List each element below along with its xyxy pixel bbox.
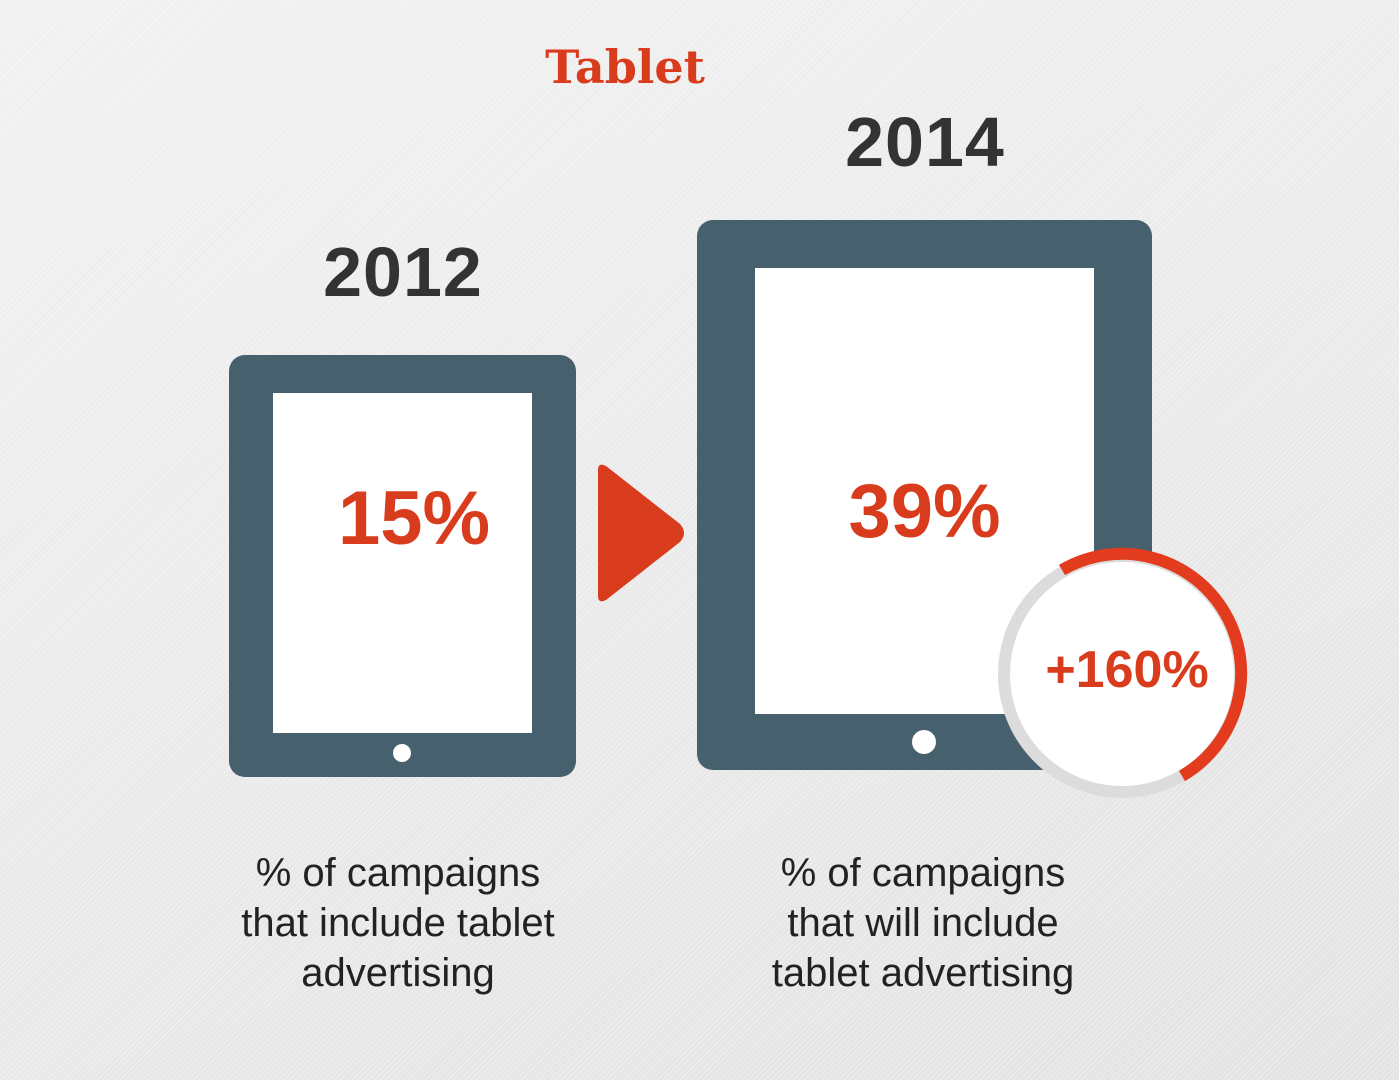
description-2012-line: that include tablet xyxy=(241,901,555,945)
percent-2012-value: 15% xyxy=(337,476,491,561)
tablet-2012-home-button xyxy=(393,744,411,762)
percent-2014-value: 39% xyxy=(848,469,1001,554)
growth-badge-ring xyxy=(998,547,1248,798)
arrow-right-icon xyxy=(598,464,684,602)
year-2012-label: 2012 xyxy=(323,233,483,311)
tablet-2012-icon xyxy=(229,355,576,777)
description-2012-line: % of campaigns xyxy=(255,851,541,895)
description-2014-line: that will include xyxy=(787,901,1059,945)
description-2014-line: tablet advertising xyxy=(771,951,1075,995)
description-2012-line: advertising xyxy=(301,951,495,995)
growth-badge-value: +160% xyxy=(1045,641,1209,699)
description-2014: % of campaigns that will include tablet … xyxy=(708,848,1138,998)
tablet-2012-screen xyxy=(273,393,532,733)
year-2014-label: 2014 xyxy=(845,103,1005,181)
tablet-2014-icon xyxy=(697,220,1152,770)
description-2014-line: % of campaigns xyxy=(780,851,1066,895)
tablet-2014-home-button xyxy=(912,730,936,754)
description-2012: % of campaigns that include tablet adver… xyxy=(198,848,598,998)
page-title: Tablet xyxy=(545,40,705,94)
